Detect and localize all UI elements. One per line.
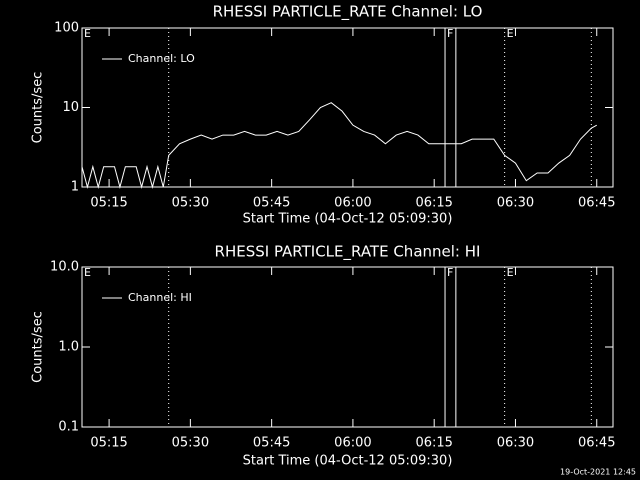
- chart-title: RHESSI PARTICLE_RATE Channel: HI: [215, 243, 481, 262]
- y-tick-label: 10.0: [50, 260, 79, 275]
- x-tick-label: 05:45: [253, 436, 290, 451]
- x-tick-label: 05:30: [172, 436, 209, 451]
- event-annotation: F: [447, 27, 453, 40]
- event-annotation: E: [84, 266, 91, 279]
- y-tick-label: 1: [71, 180, 79, 195]
- y-tick-label: 0.1: [58, 420, 79, 435]
- event-annotation: E: [84, 27, 91, 40]
- y-axis-label: Counts/sec: [31, 311, 46, 383]
- x-tick-label: 06:00: [334, 196, 371, 211]
- x-tick-label: 06:15: [415, 436, 452, 451]
- x-axis-label: Start Time (04-Oct-12 05:09:30): [243, 212, 453, 227]
- x-axis-label: Start Time (04-Oct-12 05:09:30): [243, 454, 453, 469]
- event-annotation: E: [507, 27, 514, 40]
- data-line: [81, 102, 597, 189]
- y-tick-label: 10: [62, 100, 79, 115]
- y-tick-label: 1.0: [58, 340, 79, 355]
- y-axis-label: Counts/sec: [31, 72, 46, 144]
- x-tick-label: 06:15: [415, 196, 452, 211]
- x-tick-label: 06:45: [578, 436, 615, 451]
- x-tick-label: 06:30: [497, 436, 534, 451]
- x-tick-label: 05:15: [90, 196, 127, 211]
- chart-title: RHESSI PARTICLE_RATE Channel: LO: [213, 3, 483, 22]
- event-annotation: F: [447, 266, 453, 279]
- x-tick-label: 05:15: [90, 436, 127, 451]
- footer-timestamp: 19-Oct-2021 12:45: [560, 468, 636, 477]
- legend-label: Channel: HI: [128, 291, 192, 304]
- event-annotation: E: [507, 266, 514, 279]
- x-tick-label: 06:30: [497, 196, 534, 211]
- x-tick-label: 06:00: [334, 436, 371, 451]
- x-tick-label: 05:30: [172, 196, 209, 211]
- y-tick-label: 100: [54, 21, 79, 36]
- x-tick-label: 06:45: [578, 196, 615, 211]
- x-tick-label: 05:45: [253, 196, 290, 211]
- legend-label: Channel: LO: [128, 52, 195, 65]
